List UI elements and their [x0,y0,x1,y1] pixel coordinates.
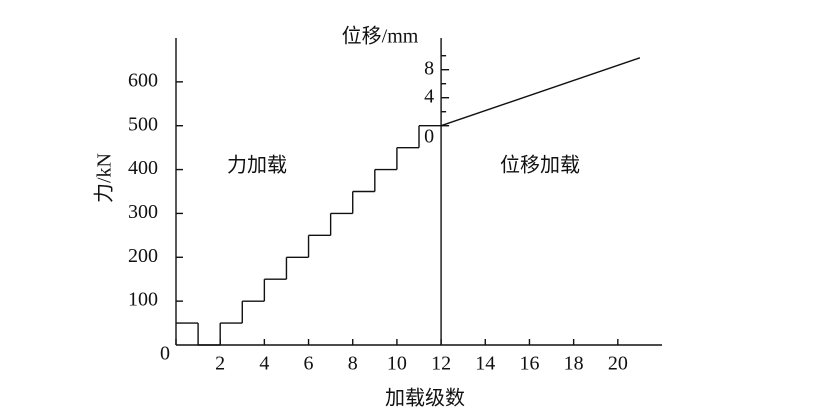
y-tick-label: 200 [128,245,158,267]
y-tick-label: 500 [128,113,158,135]
y2-tick-label: 8 [424,57,434,79]
y2-tick-label: 0 [424,125,434,147]
x-tick-label: 12 [431,353,451,375]
y-axis-label: 力/kN [93,153,116,203]
x-tick-label: 14 [475,353,495,375]
x-tick-label: 4 [259,353,269,375]
y-tick-label: 600 [128,69,158,91]
x-tick-label: 16 [519,353,539,375]
y2-axis-label: 位移/mm [342,25,419,48]
x-tick-label: 10 [387,353,407,375]
annotation: 位移加载 [500,154,580,177]
x-tick-label: 18 [564,353,584,375]
x-axis-label: 加载级数 [385,387,465,410]
y-tick-label: 400 [128,157,158,179]
y-tick-label: 300 [128,201,158,223]
displacement-line [440,57,641,127]
y-tick-label: 100 [128,289,158,311]
x-tick-label: 0 [160,343,170,365]
x-tick-label: 20 [608,353,628,375]
x-tick-label: 2 [215,353,225,375]
x-tick-label: 6 [304,353,314,375]
annotation: 力加载 [227,154,287,177]
x-tick-label: 8 [348,353,358,375]
y2-tick-label: 4 [424,85,434,107]
